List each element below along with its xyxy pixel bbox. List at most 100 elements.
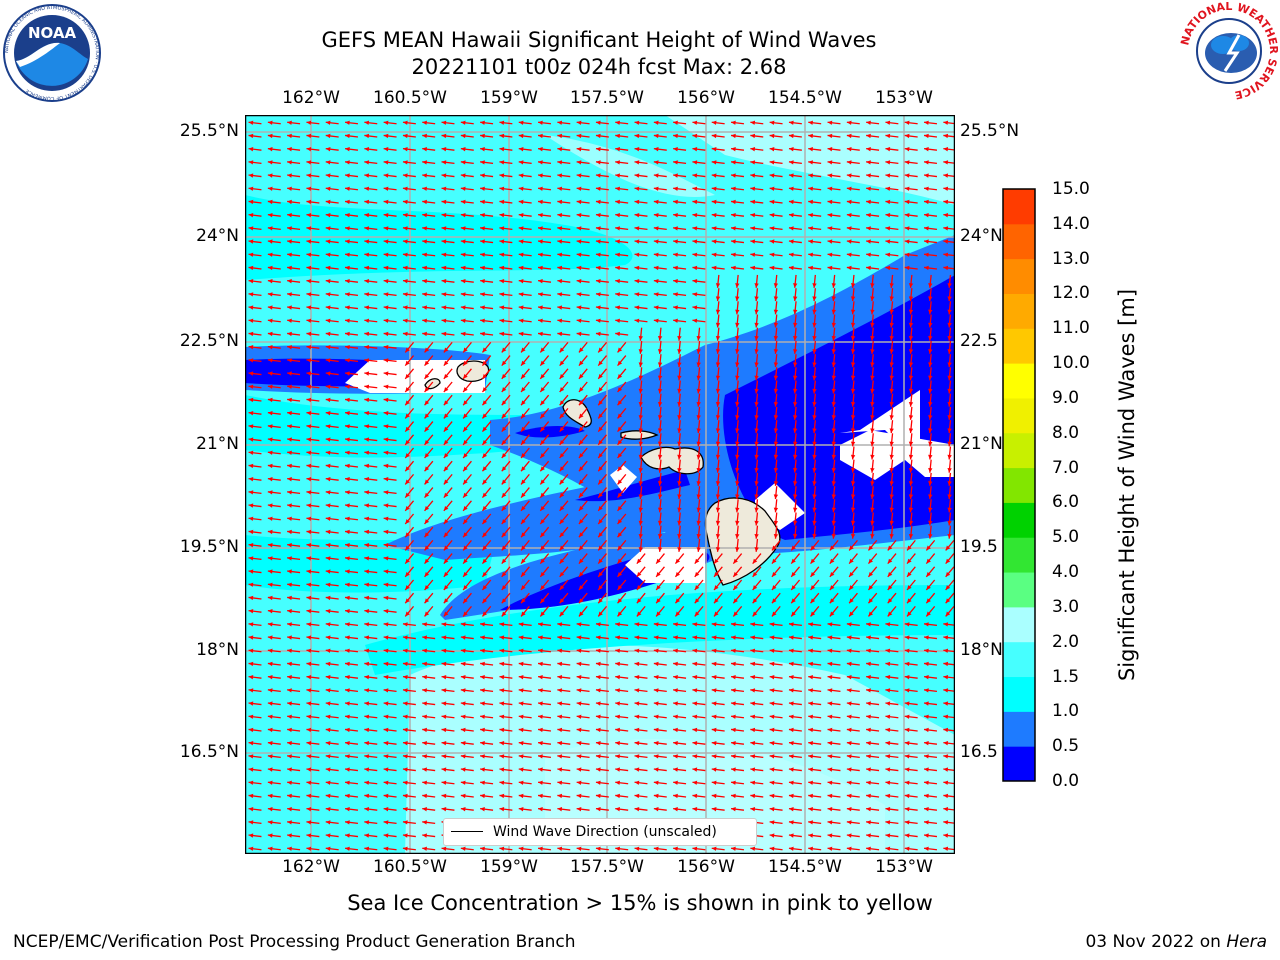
wave-direction-arrowhead: [248, 213, 254, 218]
wave-direction-arrowhead: [945, 598, 951, 604]
wave-direction-arrowhead: [731, 160, 736, 165]
wave-direction-arrowhead: [677, 533, 682, 539]
wave-direction-arrowhead: [928, 283, 933, 288]
wave-direction-arrowhead: [441, 279, 447, 284]
wave-direction-arrowhead: [441, 688, 447, 693]
wave-direction-arrowhead: [424, 479, 430, 485]
wave-direction-arrowhead: [943, 833, 949, 838]
wave-direction-arrowhead: [287, 305, 292, 310]
wave-direction-arrowhead: [383, 582, 389, 587]
wave-direction-arrowhead: [521, 453, 526, 459]
wave-direction-arrowhead: [499, 701, 505, 706]
wave-direction-arrowhead: [405, 400, 410, 406]
wave-direction-arrowhead: [499, 120, 505, 125]
wave-direction-arrowhead: [518, 780, 524, 785]
wave-direction-arrowhead: [750, 252, 756, 257]
wave-direction-arrowhead: [499, 727, 505, 733]
wave-direction-arrowhead: [675, 585, 681, 591]
wave-direction-arrowhead: [578, 532, 584, 538]
wave-direction-arrowhead: [715, 454, 721, 460]
wave-direction-arrowhead: [653, 318, 659, 323]
wave-direction-arrowhead: [715, 415, 721, 420]
wave-direction-arrowhead: [692, 780, 698, 785]
wave-direction-arrowhead: [267, 543, 273, 548]
wave-direction-arrowhead: [773, 322, 779, 328]
wave-direction-arrowhead: [634, 635, 640, 640]
wave-direction-arrowhead: [866, 213, 871, 218]
wave-direction-arrowhead: [576, 239, 582, 244]
wave-direction-arrowhead: [598, 558, 603, 564]
wave-direction-arrowhead: [383, 648, 389, 653]
wave-direction-arrowhead: [287, 807, 292, 812]
wave-direction-arrowhead: [615, 846, 620, 851]
wave-direction-arrowhead: [793, 481, 798, 486]
wave-direction-arrowhead: [248, 305, 254, 310]
wave-direction-arrowhead: [715, 494, 721, 500]
wave-direction-arrowhead: [424, 571, 430, 577]
wave-direction-arrowhead: [463, 413, 468, 419]
wave-direction-arrowhead: [711, 701, 717, 706]
wave-direction-arrowhead: [904, 648, 910, 653]
wave-direction-arrowhead: [559, 545, 565, 551]
wave-direction-arrowhead: [383, 213, 389, 218]
wave-direction-arrowhead: [711, 727, 717, 733]
wave-direction-arrowhead: [808, 199, 813, 205]
wave-direction-arrowhead: [634, 147, 640, 152]
wave-direction-arrowhead: [540, 571, 545, 577]
wave-direction-arrowhead: [499, 331, 505, 337]
wave-direction-arrowhead: [924, 265, 929, 271]
wave-direction-arrowhead: [653, 147, 659, 152]
wave-direction-arrowhead: [480, 120, 485, 125]
wave-direction-arrowhead: [499, 252, 505, 257]
wave-direction-arrowhead: [402, 318, 408, 323]
wave-direction-arrowhead: [715, 309, 721, 315]
wave-direction-arrowhead: [849, 571, 854, 577]
wave-direction-arrowhead: [827, 173, 833, 178]
wave-direction-arrowhead: [595, 807, 601, 812]
wave-direction-arrowhead: [866, 741, 871, 746]
wave-direction-arrowhead: [808, 252, 813, 257]
wave-direction-arrowhead: [576, 120, 582, 125]
wave-direction-arrowhead: [325, 622, 331, 627]
wave-direction-arrowhead: [325, 463, 331, 469]
wave-direction-arrowhead: [615, 147, 620, 152]
wave-direction-arrowhead: [501, 611, 507, 617]
wave-direction-arrowhead: [831, 494, 836, 500]
wave-direction-arrowhead: [248, 331, 254, 337]
footer-host: Hera: [1226, 932, 1267, 952]
wave-direction-arrowhead: [364, 252, 370, 257]
wave-direction-arrowhead: [733, 585, 738, 591]
wave-direction-arrowhead: [907, 611, 912, 617]
wave-direction-arrowhead: [402, 265, 408, 271]
wave-direction-arrowhead: [885, 120, 891, 125]
wave-direction-arrowhead: [850, 349, 856, 354]
wave-direction-arrowhead: [791, 611, 796, 617]
wave-direction-arrowhead: [928, 375, 933, 381]
wave-direction-arrowhead: [364, 675, 370, 680]
wave-direction-arrowhead: [887, 598, 893, 604]
wave-direction-arrowhead: [731, 226, 736, 231]
wave-direction-arrowhead: [653, 133, 659, 139]
wave-direction-arrowhead: [754, 283, 759, 288]
wave-direction-arrowhead: [501, 466, 507, 472]
wave-direction-arrowhead: [383, 846, 389, 851]
wave-direction-arrowhead: [634, 661, 640, 667]
wave-direction-arrowhead: [692, 318, 698, 323]
wave-direction-arrowhead: [518, 688, 524, 693]
wave-direction-arrowhead: [808, 265, 813, 271]
wave-direction-arrowhead: [306, 147, 312, 152]
wave-direction-arrowhead: [518, 318, 524, 323]
lat-tick-left: 21°N: [196, 434, 239, 454]
wave-direction-arrowhead: [557, 199, 563, 205]
wave-direction-arrowhead: [904, 688, 910, 693]
wave-direction-arrowhead: [538, 767, 543, 772]
wave-direction-arrowhead: [463, 545, 468, 551]
wave-direction-arrowhead: [460, 635, 466, 640]
wave-direction-arrowhead: [866, 120, 871, 125]
wave-direction-arrowhead: [657, 520, 663, 526]
wave-direction-arrowhead: [735, 481, 740, 486]
wave-direction-arrowhead: [615, 331, 620, 337]
wave-direction-arrowhead: [345, 503, 350, 508]
wave-direction-arrowhead: [673, 714, 678, 719]
wave-direction-arrowhead: [501, 387, 507, 393]
